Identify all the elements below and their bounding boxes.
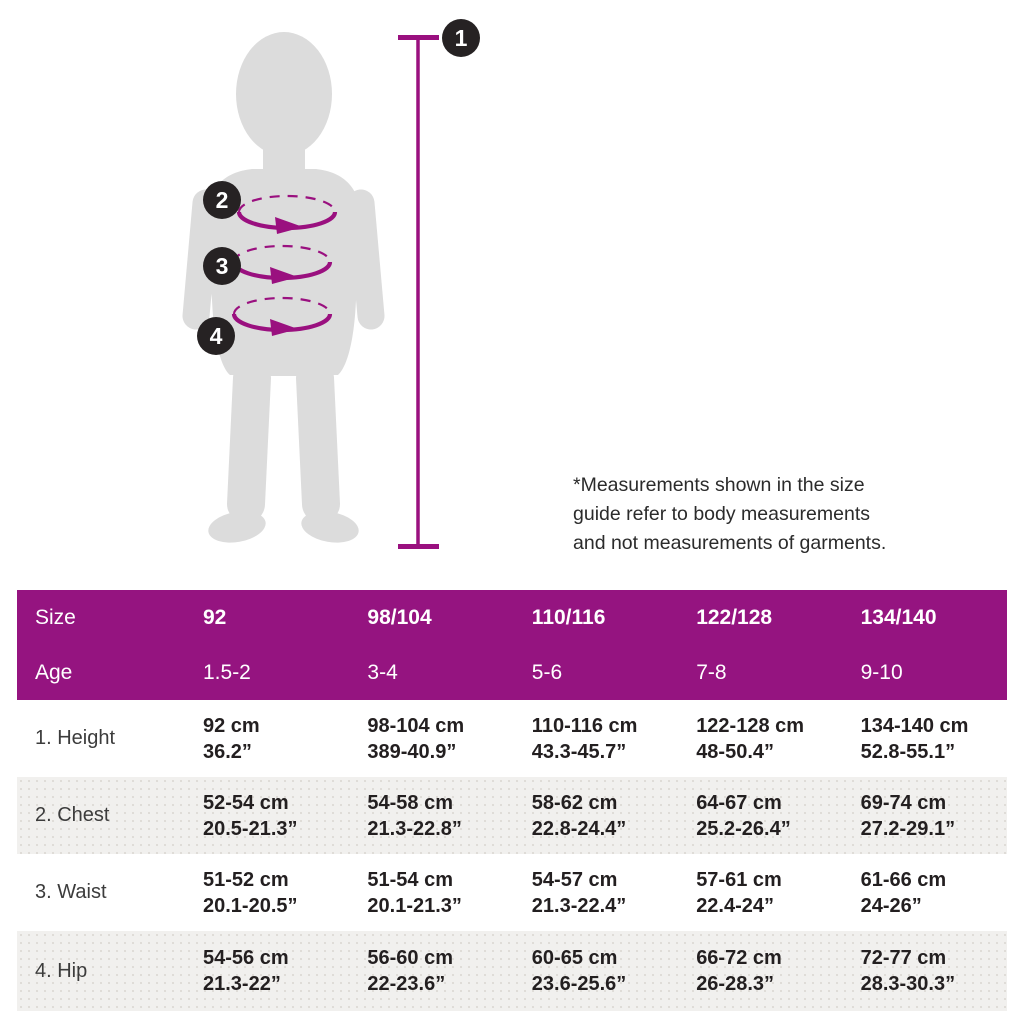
table-cell: 57-61 cm 22.4-24” <box>678 867 842 919</box>
cm-value: 122-128 cm <box>696 714 805 737</box>
cm-value: 110-116 cm <box>531 714 638 737</box>
table-cell: 60-65 cm 23.6-25.6” <box>514 945 678 997</box>
inch-value: 23.6-25.6” <box>531 973 627 995</box>
inch-value: 27.2-29.1” <box>860 817 956 840</box>
size-table-header: Size 92 98/104 110/116 122/128 134/140 A… <box>17 590 1007 700</box>
size-col-header: 134/140 <box>860 605 937 629</box>
cm-value: 61-66 cm <box>860 868 947 891</box>
note-line: and not measurements of garments. <box>573 532 887 554</box>
inch-value: 22.8-24.4” <box>531 817 627 840</box>
hip-measure-ellipse <box>231 296 333 336</box>
row-label-height: 1. Height <box>35 727 116 749</box>
note-line: *Measurements shown in the size <box>573 474 865 496</box>
inch-value: 22.4-24” <box>696 894 775 917</box>
inch-value: 43.3-45.7” <box>531 740 627 763</box>
table-row-waist: 3. Waist 51-52 cm 20.1-20.5” 51-54 cm 20… <box>17 854 1007 931</box>
inch-value: 21.3-22.8” <box>367 817 462 840</box>
table-cell: 64-67 cm 25.2-26.4” <box>678 790 842 842</box>
cm-value: 52-54 cm <box>203 791 289 814</box>
table-cell: 54-57 cm 21.3-22.4” <box>514 867 678 919</box>
inch-value: 20.1-21.3” <box>367 894 462 917</box>
size-table: Size 92 98/104 110/116 122/128 134/140 A… <box>17 590 1007 1011</box>
inch-value: 389-40.9” <box>367 740 457 763</box>
height-marker-badge: 1 <box>442 19 480 57</box>
inch-value: 21.3-22” <box>203 973 281 995</box>
size-header-row: Size 92 98/104 110/116 122/128 134/140 <box>17 590 1007 645</box>
inch-value: 25.2-26.4” <box>696 817 791 840</box>
cm-value: 64-67 cm <box>696 791 782 814</box>
table-cell: 61-66 cm 24-26” <box>843 867 1007 919</box>
size-label: Size <box>35 605 76 629</box>
row-label-waist: 3. Waist <box>35 881 107 903</box>
inch-value: 52.8-55.1” <box>860 740 956 763</box>
height-measure-line <box>398 35 439 549</box>
table-cell: 92 cm 36.2” <box>185 713 349 765</box>
size-col-header: 110/116 <box>531 605 606 629</box>
cm-value: 72-77 cm <box>860 947 947 969</box>
waist-marker-badge: 3 <box>203 247 241 285</box>
table-cell: 52-54 cm 20.5-21.3” <box>185 790 349 842</box>
table-cell: 66-72 cm 26-28.3” <box>678 945 842 997</box>
cm-value: 54-57 cm <box>531 868 618 891</box>
age-col-header: 9-10 <box>860 660 903 684</box>
inch-value: 48-50.4” <box>696 740 775 763</box>
age-label: Age <box>35 660 73 684</box>
size-col-header: 98/104 <box>367 605 432 629</box>
child-body-silhouette <box>182 32 385 543</box>
inch-value: 24-26” <box>860 894 922 917</box>
row-label-chest: 2. Chest <box>35 804 110 826</box>
cm-value: 57-61 cm <box>696 868 782 891</box>
inch-value: 20.1-20.5” <box>203 894 298 917</box>
inch-value: 26-28.3” <box>696 973 775 995</box>
cm-value: 58-62 cm <box>531 791 618 814</box>
cm-value: 92 cm <box>203 714 260 737</box>
figure-section: 1 2 3 4 *Measurements shown in the size … <box>182 19 886 558</box>
cm-value: 56-60 cm <box>367 947 454 969</box>
table-row-hip: 4. Hip 54-56 cm 21.3-22” 56-60 cm 22-23.… <box>17 931 1007 1011</box>
cm-value: 60-65 cm <box>531 947 618 969</box>
cm-value: 54-56 cm <box>203 947 289 969</box>
measurements-note: *Measurements shown in the size guide re… <box>573 471 886 558</box>
chest-measure-ellipse <box>236 194 338 234</box>
size-col-header: 92 <box>203 605 227 629</box>
age-col-header: 3-4 <box>367 660 398 684</box>
chest-marker-badge: 2 <box>203 181 241 219</box>
table-cell: 72-77 cm 28.3-30.3” <box>843 945 1007 997</box>
inch-value: 28.3-30.3” <box>860 973 956 995</box>
age-col-header: 7-8 <box>696 660 727 684</box>
table-row-height: 1. Height 92 cm 36.2” 98-104 cm 389-40.9… <box>17 700 1007 777</box>
inch-value: 21.3-22.4” <box>531 894 627 917</box>
cm-value: 98-104 cm <box>367 714 465 737</box>
table-cell: 54-56 cm 21.3-22” <box>185 945 349 997</box>
inch-value: 22-23.6” <box>367 973 446 995</box>
cm-value: 69-74 cm <box>860 791 947 814</box>
child-silhouette-illustration <box>182 32 439 549</box>
age-col-header: 5-6 <box>531 660 563 684</box>
cm-value: 51-54 cm <box>367 868 454 891</box>
inch-value: 20.5-21.3” <box>203 817 298 840</box>
cm-value: 54-58 cm <box>367 791 454 814</box>
table-cell: 56-60 cm 22-23.6” <box>349 945 513 997</box>
table-cell: 98-104 cm 389-40.9” <box>349 713 513 765</box>
size-col-header: 122/128 <box>696 605 773 629</box>
cm-value: 134-140 cm <box>860 714 969 737</box>
inch-value: 36.2” <box>203 740 252 763</box>
age-col-header: 1.5-2 <box>203 660 251 684</box>
table-cell: 134-140 cm 52.8-55.1” <box>843 713 1007 765</box>
table-cell: 51-54 cm 20.1-21.3” <box>349 867 513 919</box>
hip-marker-badge: 4 <box>197 317 235 355</box>
table-cell: 58-62 cm 22.8-24.4” <box>514 790 678 842</box>
table-cell: 69-74 cm 27.2-29.1” <box>843 790 1007 842</box>
table-cell: 51-52 cm 20.1-20.5” <box>185 867 349 919</box>
note-line: guide refer to body measurements <box>573 503 870 525</box>
age-header-row: Age 1.5-2 3-4 5-6 7-8 9-10 <box>17 645 1007 700</box>
row-label-hip: 4. Hip <box>35 959 88 982</box>
table-cell: 122-128 cm 48-50.4” <box>678 713 842 765</box>
cm-value: 66-72 cm <box>696 947 782 969</box>
table-row-chest: 2. Chest 52-54 cm 20.5-21.3” 54-58 cm 21… <box>17 777 1007 854</box>
cm-value: 51-52 cm <box>203 868 289 891</box>
table-cell: 110-116 cm 43.3-45.7” <box>514 713 678 765</box>
table-cell: 54-58 cm 21.3-22.8” <box>349 790 513 842</box>
